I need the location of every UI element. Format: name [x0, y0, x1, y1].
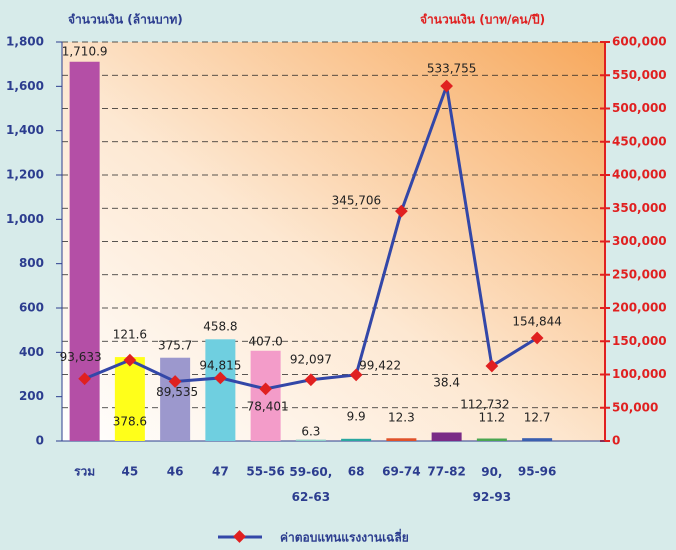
line-marker: [440, 79, 453, 93]
line-label: 154,844: [512, 315, 562, 329]
line-label: 533,755: [427, 62, 477, 76]
y2-tick-label: 350,000: [612, 201, 667, 215]
bar-label: 12.7: [524, 411, 551, 425]
y2-tick-label: 300,000: [612, 234, 667, 248]
x-tick-label: 77-82: [427, 465, 465, 479]
bar: [295, 439, 326, 441]
y2-axis-title: จำนวนเงิน (บาท/คน/ปี): [420, 13, 545, 27]
bar: [431, 432, 462, 441]
line-marker: [395, 204, 408, 218]
y2-tick-label: 250,000: [612, 267, 667, 281]
line-label: 112,732: [460, 398, 510, 412]
x-tick-label: 59-60, 62-63: [289, 465, 332, 504]
line-marker: [304, 373, 318, 387]
bar: [341, 438, 372, 441]
bar-label: 12.3: [388, 411, 415, 425]
labels: 0 200 400 600 800 1,000 1,200 1,400 1,600 1,800 0 5…: [6, 35, 667, 504]
line-label: 93,633: [60, 350, 102, 364]
line-label: 89,535: [156, 385, 198, 399]
x-tick-label: 46: [167, 465, 184, 479]
x-tick-label: 95-96: [518, 465, 556, 479]
line-series: [78, 79, 544, 396]
x-tick-label: รวม: [74, 465, 95, 479]
line-marker: [485, 359, 499, 373]
y2-tick-label: 100,000: [612, 367, 667, 381]
y-tick-label: 1,800: [6, 35, 44, 49]
line-marker: [259, 382, 272, 396]
bar: [522, 438, 553, 441]
bar: [205, 339, 236, 441]
y-tick-label: 1,200: [6, 168, 44, 182]
bar-label: 38.4: [433, 376, 460, 390]
y2-tick-label: 450,000: [612, 134, 667, 148]
y2-tick-label: 0: [612, 434, 620, 448]
annotation: 121.6: [113, 328, 147, 342]
bar-label: 11.2: [479, 411, 506, 425]
bar-label: 6.3: [301, 425, 320, 439]
line-label: 92,097: [290, 352, 332, 366]
x-tick-label: 69-74: [382, 465, 420, 479]
y-tick-label: 200: [19, 389, 44, 403]
bar-label: 407.0: [248, 335, 282, 349]
bar-label: 378.6: [113, 415, 147, 429]
y-tick-label: 0: [36, 434, 44, 448]
y-tick-label: 800: [19, 256, 44, 270]
y2-tick-label: 200,000: [612, 301, 667, 315]
bar-label: 9.9: [347, 410, 366, 424]
bar: [250, 350, 281, 441]
x-tick-label: 55-56: [246, 465, 284, 479]
bar-label: 375.7: [158, 339, 192, 353]
x-tick-label: 45: [122, 465, 139, 479]
x-tick-label: 68: [348, 465, 365, 479]
y2-tick-label: 500,000: [612, 101, 667, 115]
y-tick-label: 1,000: [6, 212, 44, 226]
y-tick-label: 1,600: [6, 79, 44, 93]
line-label: 99,422: [359, 358, 401, 372]
line-label: 345,706: [332, 194, 382, 208]
y2-tick-label: 150,000: [612, 334, 667, 348]
y2-tick-label: 400,000: [612, 168, 667, 182]
legend-label: ค่าตอบแทนแรงงานเฉลี่ย: [280, 529, 409, 545]
line-label: 78,401: [247, 399, 289, 413]
bar: [476, 438, 507, 441]
bar: [114, 357, 145, 441]
y-tick-label: 400: [19, 345, 44, 359]
grid: [56, 41, 610, 442]
x-tick-label: 90, 92-93: [473, 465, 511, 504]
y2-tick-label: 600,000: [612, 35, 667, 49]
y-tick-label: 1,400: [6, 123, 44, 137]
bar-label: 1,710.9: [62, 45, 108, 59]
line-marker: [168, 375, 182, 388]
bar: [160, 357, 191, 441]
line-marker: [349, 368, 363, 382]
bar-label: 458.8: [203, 320, 237, 334]
y-tick-label: 600: [19, 301, 44, 315]
bar: [386, 438, 417, 441]
line-marker: [214, 371, 227, 385]
line-marker: [123, 353, 137, 367]
line-label: 94,815: [199, 358, 241, 372]
x-tick-label: 47: [212, 465, 229, 479]
line-marker: [78, 372, 91, 386]
y2-tick-label: 50,000: [612, 400, 658, 414]
y-axis-title: จำนวนเงิน (ล้านบาท): [68, 13, 183, 27]
y2-tick-label: 550,000: [612, 68, 667, 82]
